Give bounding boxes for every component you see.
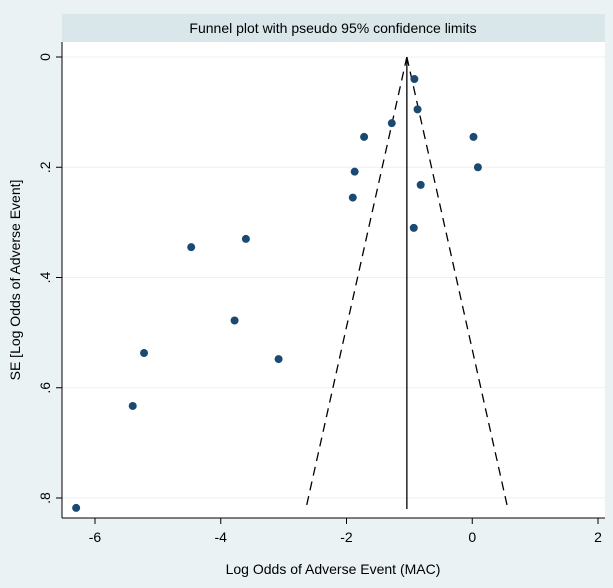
x-tick-label-0: -6	[89, 529, 102, 545]
y-axis-ticks: 0 .2 .4 .6 .8	[37, 53, 62, 504]
data-points	[72, 75, 482, 512]
data-point-16	[72, 503, 81, 512]
data-point-5	[350, 167, 359, 176]
y-tick-label-2: .4	[37, 271, 53, 283]
data-point-8	[348, 193, 357, 202]
data-point-12	[230, 316, 239, 325]
x-axis-label: Log Odds of Adverse Event (MAC)	[226, 561, 441, 577]
y-axis-label: SE [Log Odds of Adverse Event]	[7, 180, 23, 381]
data-point-13	[140, 349, 149, 358]
y-tick-label-3: .6	[37, 382, 53, 394]
x-tick-label-3: 0	[468, 529, 476, 545]
data-point-15	[128, 401, 137, 410]
funnel-left-limit	[305, 56, 408, 510]
data-point-3	[360, 132, 369, 141]
data-point-0	[410, 75, 419, 84]
data-point-1	[413, 105, 422, 114]
data-point-7	[416, 180, 425, 189]
y-tick-label-1: .2	[37, 161, 53, 173]
x-tick-label-4: 2	[594, 529, 602, 545]
data-point-2	[387, 119, 396, 128]
funnel-lines	[305, 56, 509, 510]
title-band	[62, 14, 605, 42]
data-point-14	[274, 355, 283, 364]
x-tick-label-2: -2	[340, 529, 353, 545]
x-axis-ticks: -6 -4 -2 0 2	[89, 518, 602, 545]
data-point-9	[409, 223, 418, 232]
x-tick-label-1: -4	[215, 529, 228, 545]
funnel-right-limit	[406, 56, 509, 510]
y-tick-label-4: .8	[37, 492, 53, 504]
data-point-10	[241, 234, 250, 243]
plot-area	[62, 42, 605, 518]
data-point-4	[469, 132, 478, 141]
y-tick-label-0: 0	[37, 53, 53, 61]
data-point-11	[187, 243, 196, 252]
chart-title: Funnel plot with pseudo 95% confidence l…	[189, 20, 476, 36]
data-point-6	[473, 163, 482, 172]
